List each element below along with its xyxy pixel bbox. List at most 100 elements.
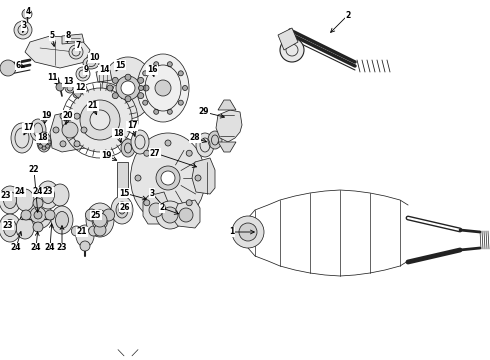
Circle shape <box>47 140 51 144</box>
Polygon shape <box>218 100 236 110</box>
Circle shape <box>37 140 41 144</box>
Text: 17: 17 <box>127 122 137 130</box>
Circle shape <box>46 144 49 148</box>
Circle shape <box>154 62 159 67</box>
Text: 29: 29 <box>199 108 209 117</box>
Polygon shape <box>96 70 112 82</box>
Text: 16: 16 <box>147 66 157 75</box>
Text: 17: 17 <box>23 123 33 132</box>
Text: 23: 23 <box>3 220 13 230</box>
Circle shape <box>42 146 46 150</box>
Ellipse shape <box>119 206 125 214</box>
Ellipse shape <box>130 133 205 223</box>
Circle shape <box>94 224 106 236</box>
Ellipse shape <box>16 189 34 211</box>
Circle shape <box>33 222 43 232</box>
Polygon shape <box>218 142 236 152</box>
Ellipse shape <box>51 184 69 206</box>
Circle shape <box>121 81 135 95</box>
Text: 2: 2 <box>159 203 165 212</box>
Text: 21: 21 <box>77 228 87 237</box>
Ellipse shape <box>3 192 17 208</box>
Text: 4: 4 <box>25 8 31 17</box>
Text: 3: 3 <box>149 189 155 198</box>
Circle shape <box>165 210 171 216</box>
Polygon shape <box>117 162 128 196</box>
Circle shape <box>85 209 98 221</box>
Ellipse shape <box>86 203 114 237</box>
Circle shape <box>167 62 172 67</box>
Ellipse shape <box>83 57 99 69</box>
Circle shape <box>178 100 183 105</box>
Text: 22: 22 <box>29 166 39 175</box>
Circle shape <box>30 207 46 223</box>
Circle shape <box>103 209 115 221</box>
Circle shape <box>162 207 178 223</box>
Circle shape <box>143 100 147 105</box>
Text: 15: 15 <box>115 60 125 69</box>
Circle shape <box>155 80 171 96</box>
Text: 24: 24 <box>11 243 21 252</box>
Ellipse shape <box>16 217 34 239</box>
Text: 26: 26 <box>120 202 130 211</box>
Circle shape <box>68 88 132 152</box>
Circle shape <box>125 74 131 80</box>
Text: 19: 19 <box>41 111 51 120</box>
Polygon shape <box>25 36 90 68</box>
Circle shape <box>139 85 144 90</box>
Circle shape <box>21 210 31 220</box>
Text: 24: 24 <box>45 243 55 252</box>
Text: 15: 15 <box>119 189 129 198</box>
Text: 27: 27 <box>149 148 160 158</box>
Circle shape <box>112 77 118 84</box>
Circle shape <box>143 85 149 91</box>
Ellipse shape <box>121 139 135 157</box>
Circle shape <box>165 140 171 146</box>
Circle shape <box>0 60 16 76</box>
Ellipse shape <box>72 226 81 236</box>
Ellipse shape <box>30 119 46 141</box>
Ellipse shape <box>80 241 90 251</box>
Circle shape <box>45 210 55 220</box>
Circle shape <box>56 83 64 91</box>
Circle shape <box>116 76 140 100</box>
Circle shape <box>81 127 87 133</box>
Text: 11: 11 <box>47 73 57 82</box>
Text: 21: 21 <box>88 102 98 111</box>
Ellipse shape <box>55 211 69 229</box>
Text: 20: 20 <box>63 111 73 120</box>
Circle shape <box>93 213 107 227</box>
Text: 8: 8 <box>65 31 71 40</box>
Ellipse shape <box>76 225 94 247</box>
Ellipse shape <box>102 57 154 119</box>
Ellipse shape <box>116 202 128 218</box>
Circle shape <box>62 122 78 138</box>
Polygon shape <box>50 110 90 152</box>
Text: 18: 18 <box>113 129 123 138</box>
Ellipse shape <box>37 181 59 209</box>
Circle shape <box>154 109 159 114</box>
Circle shape <box>178 71 183 76</box>
Polygon shape <box>192 158 215 194</box>
Circle shape <box>60 141 66 147</box>
Circle shape <box>138 93 144 99</box>
Circle shape <box>33 198 43 208</box>
Circle shape <box>143 71 147 76</box>
Circle shape <box>138 77 144 84</box>
Text: 2: 2 <box>345 10 351 19</box>
Circle shape <box>239 223 257 241</box>
Text: 24: 24 <box>33 188 43 197</box>
Polygon shape <box>172 200 200 228</box>
Text: 23: 23 <box>57 243 67 252</box>
Circle shape <box>186 150 192 156</box>
Circle shape <box>135 175 141 181</box>
Circle shape <box>90 110 110 130</box>
Text: 24: 24 <box>15 188 25 197</box>
Ellipse shape <box>208 131 222 149</box>
Ellipse shape <box>37 132 51 152</box>
Circle shape <box>69 45 83 59</box>
Circle shape <box>161 171 175 185</box>
Text: 7: 7 <box>75 41 81 50</box>
Circle shape <box>156 201 184 229</box>
Circle shape <box>144 150 150 156</box>
